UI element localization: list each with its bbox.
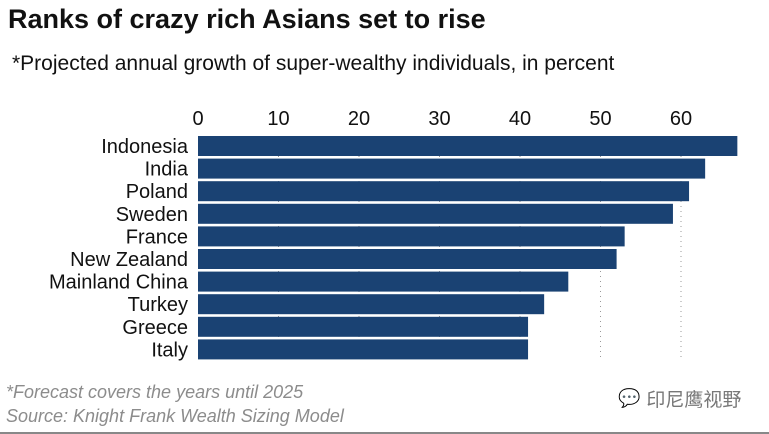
bar: [198, 294, 545, 315]
bottom-divider: [0, 432, 769, 434]
category-label: Sweden: [116, 204, 188, 226]
category-label: France: [126, 226, 188, 248]
forecast-note: *Forecast covers the years until 2025: [6, 382, 304, 402]
bar: [198, 226, 625, 247]
bar: [198, 136, 738, 156]
bar: [198, 158, 706, 179]
category-label: New Zealand: [70, 249, 188, 271]
bar: [198, 181, 690, 202]
x-tick-label: 30: [428, 108, 450, 130]
wechat-icon: 💬: [618, 388, 641, 408]
x-tick-label: 50: [589, 108, 611, 130]
watermark-text: 印尼鹰视野: [646, 390, 742, 411]
category-label: India: [145, 159, 189, 181]
bar: [198, 339, 529, 360]
bar: [198, 249, 617, 269]
category-label: Turkey: [128, 294, 188, 316]
category-label: Poland: [126, 181, 188, 203]
watermark: 💬 印尼鹰视野: [618, 385, 741, 412]
bar: [198, 203, 673, 224]
category-label: Italy: [151, 339, 188, 361]
bar: [198, 271, 569, 292]
category-label: Mainland China: [49, 272, 189, 294]
bar: [198, 316, 529, 337]
category-label: Indonesia: [101, 136, 189, 158]
x-tick-label: 20: [348, 108, 370, 130]
x-tick-label: 40: [509, 108, 531, 130]
x-tick-label: 10: [267, 108, 289, 130]
x-tick-label: 60: [670, 108, 692, 130]
x-tick-label: 0: [192, 108, 203, 130]
source-note: Source: Knight Frank Wealth Sizing Model: [6, 406, 344, 426]
category-label: Greece: [122, 317, 188, 339]
chart-subtitle: *Projected annual growth of super-wealth…: [12, 52, 615, 75]
chart-title: Ranks of crazy rich Asians set to rise: [8, 4, 486, 34]
